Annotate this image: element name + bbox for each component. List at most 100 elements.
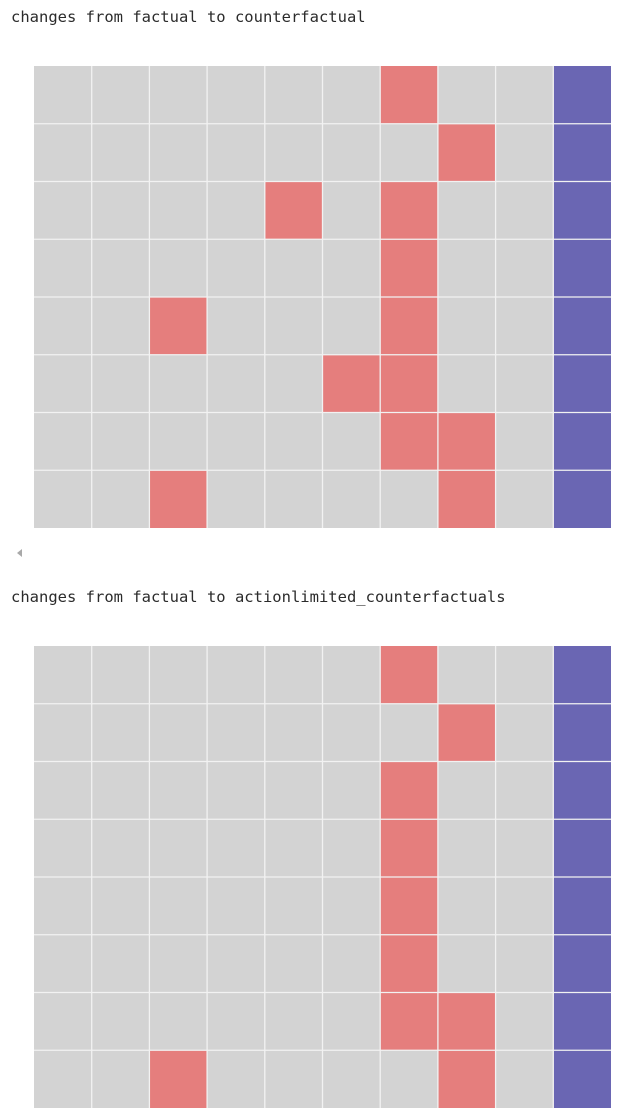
heatmap-cell-r1-c9	[553, 123, 611, 182]
output-caption-actionlimited: changes from factual to actionlimited_co…	[11, 588, 506, 606]
heatmap-cell-r2-c3	[207, 761, 265, 820]
heatmap-cell-r3-c2	[149, 239, 208, 297]
heatmap-cell-r6-c3	[207, 412, 265, 471]
heatmap-cell-r3-c8	[495, 819, 554, 877]
heatmap-cell-r7-c6	[380, 470, 438, 528]
scroll-left-arrow-icon[interactable]	[17, 549, 22, 557]
heatmap-cell-r4-c0	[34, 877, 92, 935]
heatmap-cell-r6-c2	[149, 992, 208, 1051]
heatmap-cell-r4-c8	[495, 877, 554, 935]
heatmap-cell-r3-c7	[437, 819, 496, 877]
heatmap-cell-r2-c5	[322, 761, 381, 820]
heatmap-cell-r6-c5	[322, 992, 381, 1051]
heatmap-cell-r5-c5	[322, 354, 381, 413]
heatmap-cell-r6-c6	[380, 992, 438, 1051]
heatmap-cell-r2-c6	[380, 181, 438, 240]
heatmap-cell-r2-c3	[207, 181, 265, 240]
heatmap-cell-r0-c7	[437, 66, 496, 124]
heatmap-cell-r3-c0	[34, 239, 92, 297]
heatmap-cell-r3-c6	[380, 239, 438, 297]
heatmap-cell-r0-c3	[207, 646, 265, 704]
heatmap-cell-r5-c4	[264, 934, 323, 993]
heatmap-cell-r3-c3	[207, 239, 265, 297]
heatmap-cell-r3-c0	[34, 819, 92, 877]
heatmap-cell-r7-c4	[264, 1050, 323, 1108]
heatmap-cell-r1-c5	[322, 703, 381, 762]
heatmap-cell-r5-c9	[553, 354, 611, 413]
heatmap-cell-r7-c6	[380, 1050, 438, 1108]
heatmap-cell-r4-c3	[207, 877, 265, 935]
heatmap-cell-r2-c7	[437, 761, 496, 820]
heatmap-cell-r2-c0	[34, 761, 92, 820]
heatmap-cell-r7-c8	[495, 1050, 554, 1108]
heatmap-cell-r5-c0	[34, 934, 92, 993]
heatmap-cell-r5-c3	[207, 934, 265, 993]
heatmap-cell-r6-c4	[264, 412, 323, 471]
heatmap-cell-r5-c8	[495, 934, 554, 993]
heatmap-cell-r7-c5	[322, 470, 381, 528]
heatmap-cell-r5-c6	[380, 934, 438, 993]
heatmap-cell-r1-c6	[380, 703, 438, 762]
heatmap-cell-r2-c8	[495, 181, 554, 240]
heatmap-cell-r4-c4	[264, 877, 323, 935]
heatmap-cell-r0-c3	[207, 66, 265, 124]
heatmap-cell-r3-c1	[91, 819, 150, 877]
heatmap-cell-r4-c9	[553, 877, 611, 935]
heatmap-cell-r3-c2	[149, 819, 208, 877]
heatmap-cell-r1-c4	[264, 703, 323, 762]
heatmap-cell-r0-c4	[264, 646, 323, 704]
heatmap-cell-r4-c2	[149, 877, 208, 935]
heatmap-cell-r1-c1	[91, 703, 150, 762]
heatmap-cell-r1-c3	[207, 123, 265, 182]
heatmap-cell-r5-c6	[380, 354, 438, 413]
heatmap-cell-r6-c4	[264, 992, 323, 1051]
heatmap-cell-r6-c8	[495, 412, 554, 471]
heatmap-cell-r2-c1	[91, 181, 150, 240]
heatmap-cell-r0-c9	[553, 66, 611, 124]
heatmap-cell-r4-c6	[380, 877, 438, 935]
heatmap-cell-r0-c1	[91, 66, 150, 124]
heatmap-cell-r3-c4	[264, 239, 323, 297]
heatmap-cell-r3-c9	[553, 819, 611, 877]
heatmap-cell-r4-c7	[437, 297, 496, 355]
heatmap-actionlimited-changes	[34, 646, 611, 1108]
heatmap-cell-r7-c7	[437, 470, 496, 528]
heatmap-cell-r5-c2	[149, 934, 208, 993]
heatmap-cell-r7-c2	[149, 1050, 208, 1108]
heatmap-cell-r0-c8	[495, 646, 554, 704]
heatmap-cell-r1-c9	[553, 703, 611, 762]
heatmap-cell-r1-c8	[495, 703, 554, 762]
heatmap-cell-r6-c5	[322, 412, 381, 471]
heatmap-cell-r7-c5	[322, 1050, 381, 1108]
heatmap-cell-r5-c7	[437, 934, 496, 993]
heatmap-cell-r5-c2	[149, 354, 208, 413]
heatmap-cell-r3-c5	[322, 819, 381, 877]
heatmap-cell-r5-c1	[91, 934, 150, 993]
heatmap-cell-r5-c9	[553, 934, 611, 993]
heatmap-cell-r1-c8	[495, 123, 554, 182]
heatmap-cell-r5-c7	[437, 354, 496, 413]
heatmap-cell-r4-c7	[437, 877, 496, 935]
heatmap-cell-r1-c1	[91, 123, 150, 182]
heatmap-cell-r7-c9	[553, 1050, 611, 1108]
heatmap-cell-r4-c0	[34, 297, 92, 355]
heatmap-cell-r2-c5	[322, 181, 381, 240]
heatmap-cell-r0-c5	[322, 646, 381, 704]
heatmap-cell-r0-c2	[149, 646, 208, 704]
heatmap-cell-r6-c6	[380, 412, 438, 471]
heatmap-counterfactual-changes	[34, 66, 611, 528]
heatmap-cell-r0-c1	[91, 646, 150, 704]
heatmap-cell-r0-c7	[437, 646, 496, 704]
heatmap-cell-r4-c3	[207, 297, 265, 355]
heatmap-cell-r5-c1	[91, 354, 150, 413]
heatmap-cell-r3-c3	[207, 819, 265, 877]
heatmap-cell-r7-c3	[207, 1050, 265, 1108]
heatmap-cell-r7-c4	[264, 470, 323, 528]
heatmap-cell-r6-c1	[91, 412, 150, 471]
heatmap-cell-r0-c0	[34, 66, 92, 124]
heatmap-cell-r2-c0	[34, 181, 92, 240]
heatmap-cell-r1-c6	[380, 123, 438, 182]
heatmap-cell-r4-c6	[380, 297, 438, 355]
heatmap-cell-r1-c0	[34, 123, 92, 182]
heatmap-cell-r0-c5	[322, 66, 381, 124]
